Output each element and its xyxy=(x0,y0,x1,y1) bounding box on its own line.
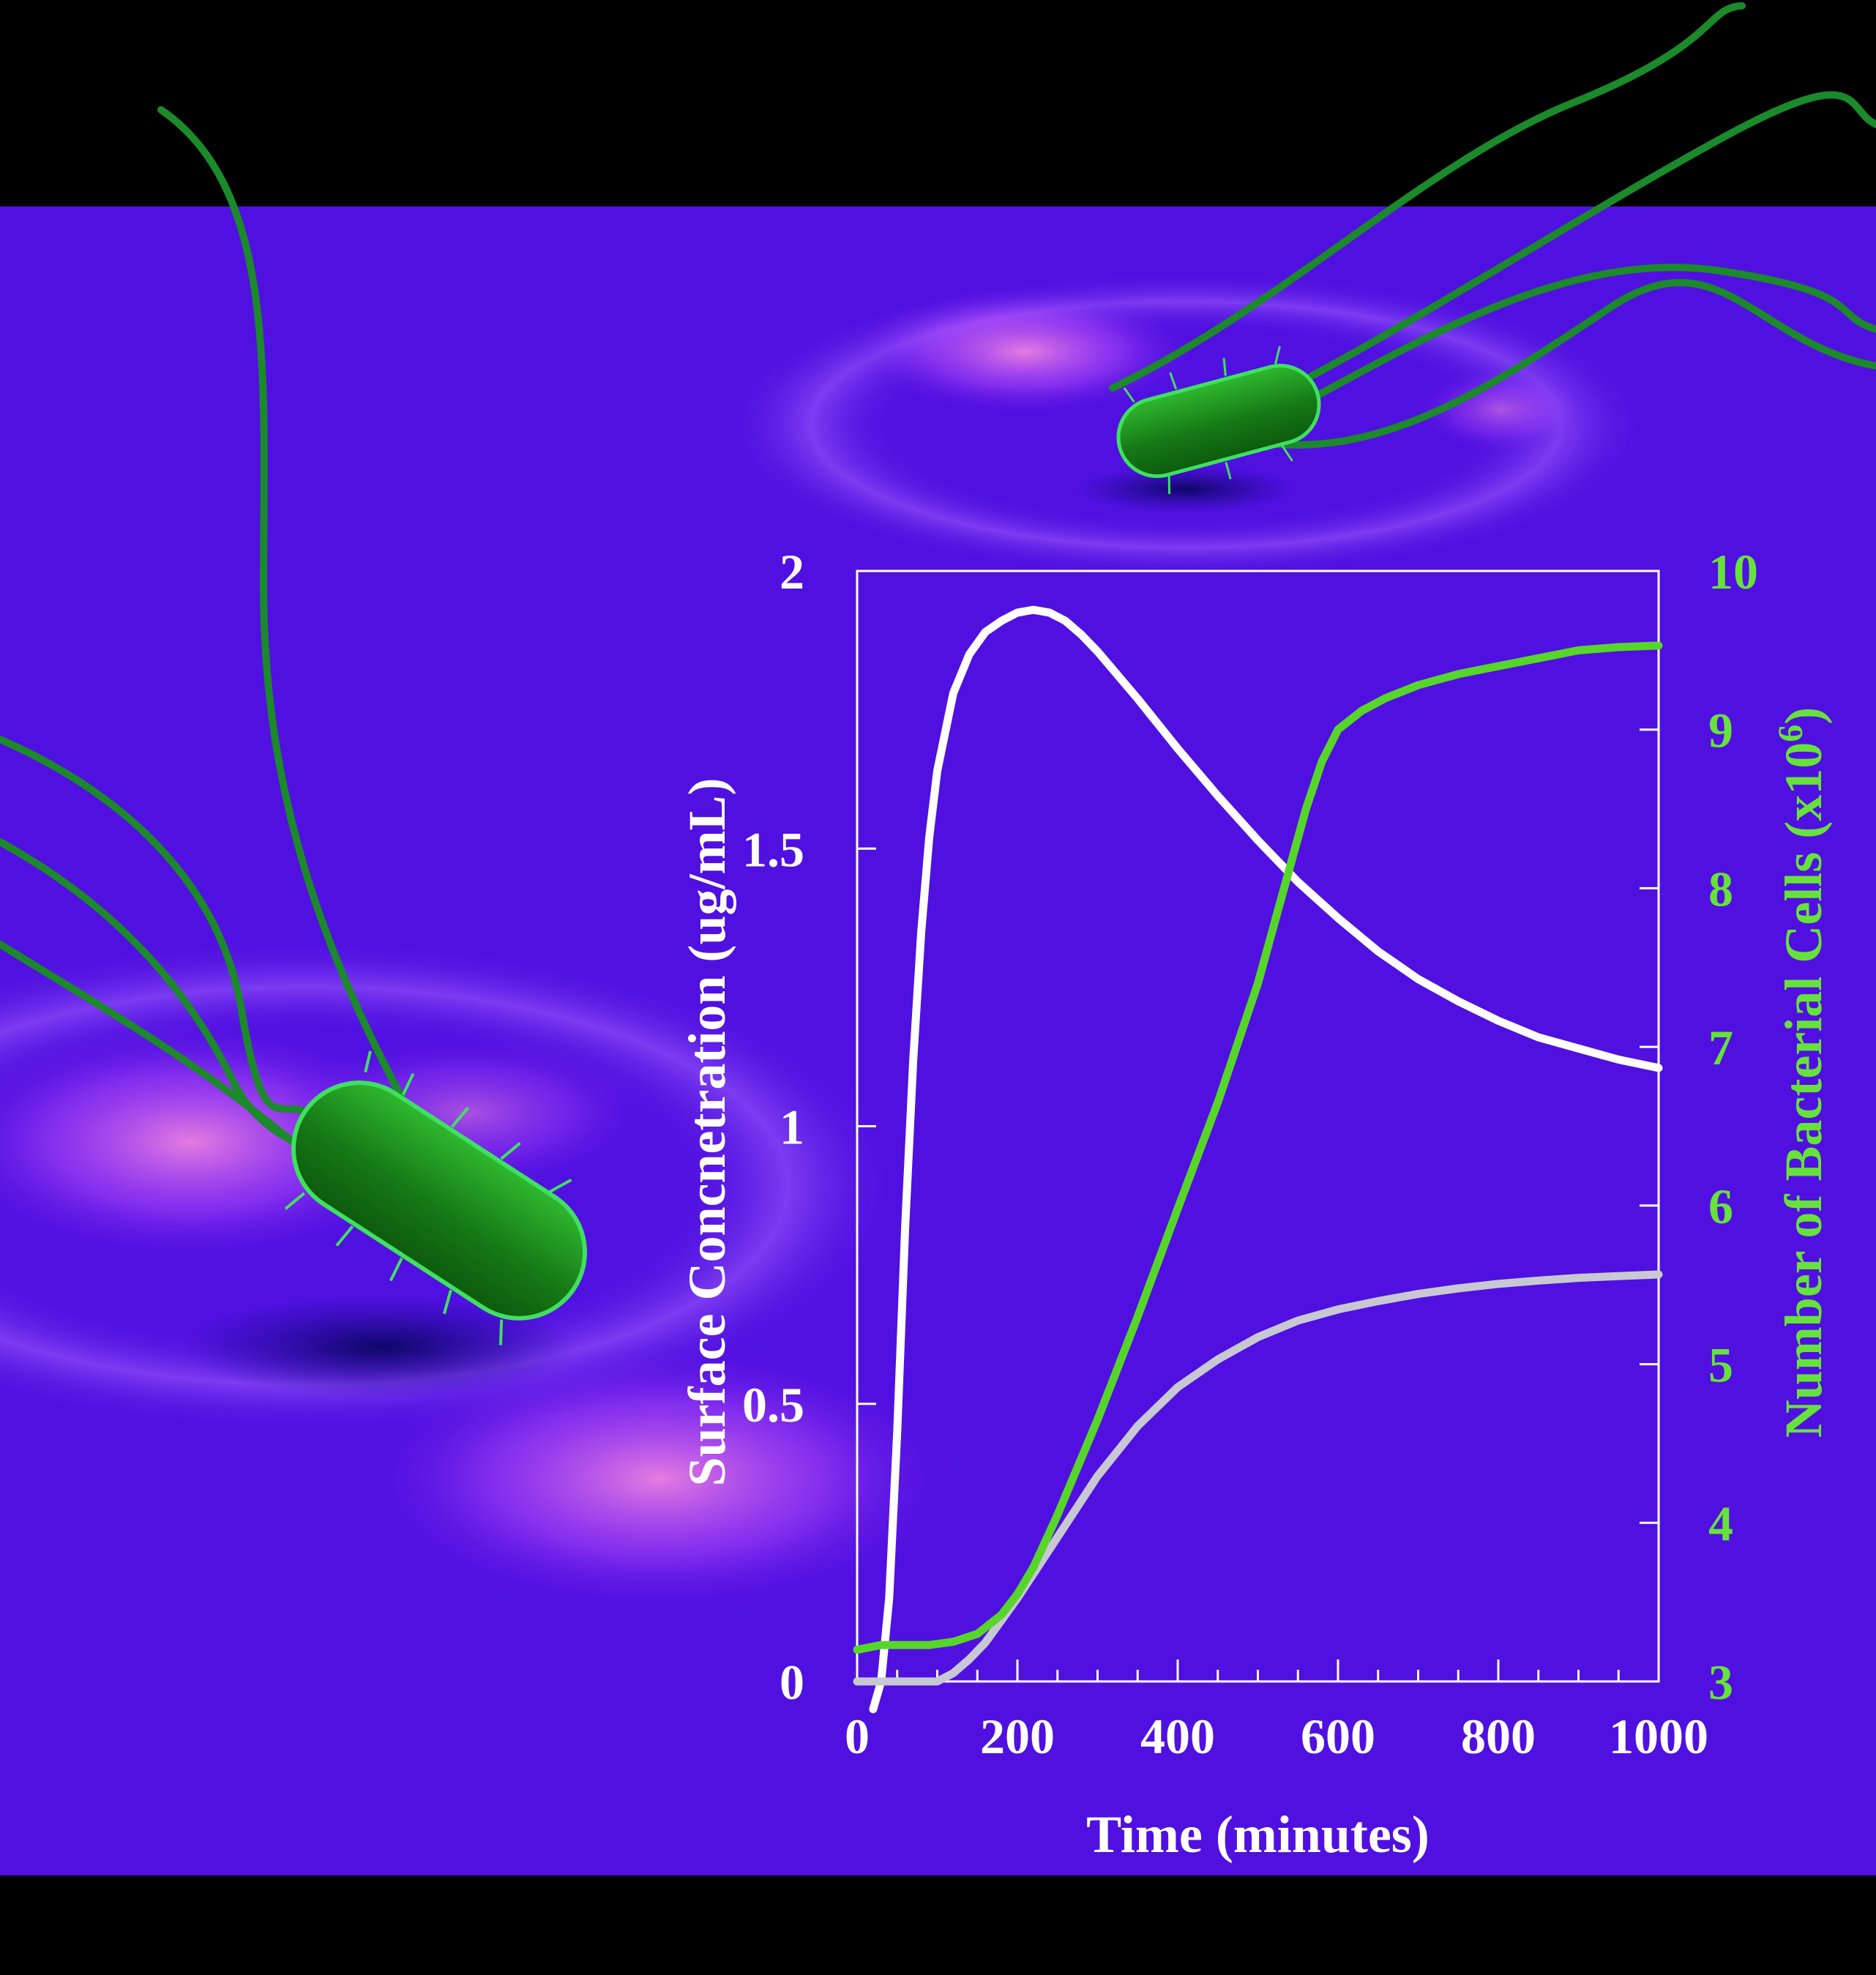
y2-tick-label: 6 xyxy=(1708,1179,1733,1234)
x-tick-label: 1000 xyxy=(1609,1709,1708,1764)
plot-frame xyxy=(856,570,1660,1683)
x-tick-label: 800 xyxy=(1461,1709,1536,1764)
y2-tick-label: 8 xyxy=(1708,861,1733,916)
y2-tick-labels: 3 4 5 6 7 8 9 10 xyxy=(1708,544,1758,1710)
y2-tick-label: 4 xyxy=(1708,1496,1733,1551)
y2-axis-title-exponent: 6 xyxy=(1771,725,1810,742)
x-tick-label: 0 xyxy=(845,1709,870,1764)
x-tick-label: 400 xyxy=(1140,1709,1215,1764)
y-tick-label: 0 xyxy=(780,1654,804,1710)
y-tick-label: 1.5 xyxy=(742,821,804,877)
bottom-black-band xyxy=(0,1875,1876,1975)
y2-tick-label: 9 xyxy=(1708,703,1733,758)
series-line-1 xyxy=(869,605,1663,1714)
tick-marks xyxy=(856,570,1660,1683)
x-tick-label: 600 xyxy=(1301,1709,1375,1764)
y2-tick-label: 7 xyxy=(1708,1020,1733,1075)
y2-axis-title: Number of Bacterial Cells (x106) xyxy=(1771,707,1834,1438)
y2-axis-title-main: Number of Bacterial Cells (x10 xyxy=(1774,742,1833,1438)
x-axis-title: Time (minutes) xyxy=(1086,1805,1430,1864)
series-line-2 xyxy=(853,1270,1663,1686)
series-line-3 xyxy=(853,641,1663,1654)
y2-tick-label: 10 xyxy=(1708,544,1758,600)
y2-axis-title-end: ) xyxy=(1774,707,1833,725)
series-lines xyxy=(853,605,1663,1714)
y-axis-title: Surface Concnetration (ug/mL) xyxy=(678,778,736,1487)
x-tick-label: 200 xyxy=(980,1709,1055,1764)
y-tick-labels: 0 0.5 1 1.5 2 xyxy=(742,544,804,1710)
y2-tick-label: 5 xyxy=(1708,1337,1733,1393)
y-tick-label: 2 xyxy=(780,544,804,600)
y2-tick-label: 3 xyxy=(1708,1654,1733,1710)
y-tick-label: 0.5 xyxy=(742,1377,804,1433)
y-tick-label: 1 xyxy=(780,1099,804,1155)
x-tick-labels: 0 200 400 600 800 1000 xyxy=(845,1709,1708,1764)
